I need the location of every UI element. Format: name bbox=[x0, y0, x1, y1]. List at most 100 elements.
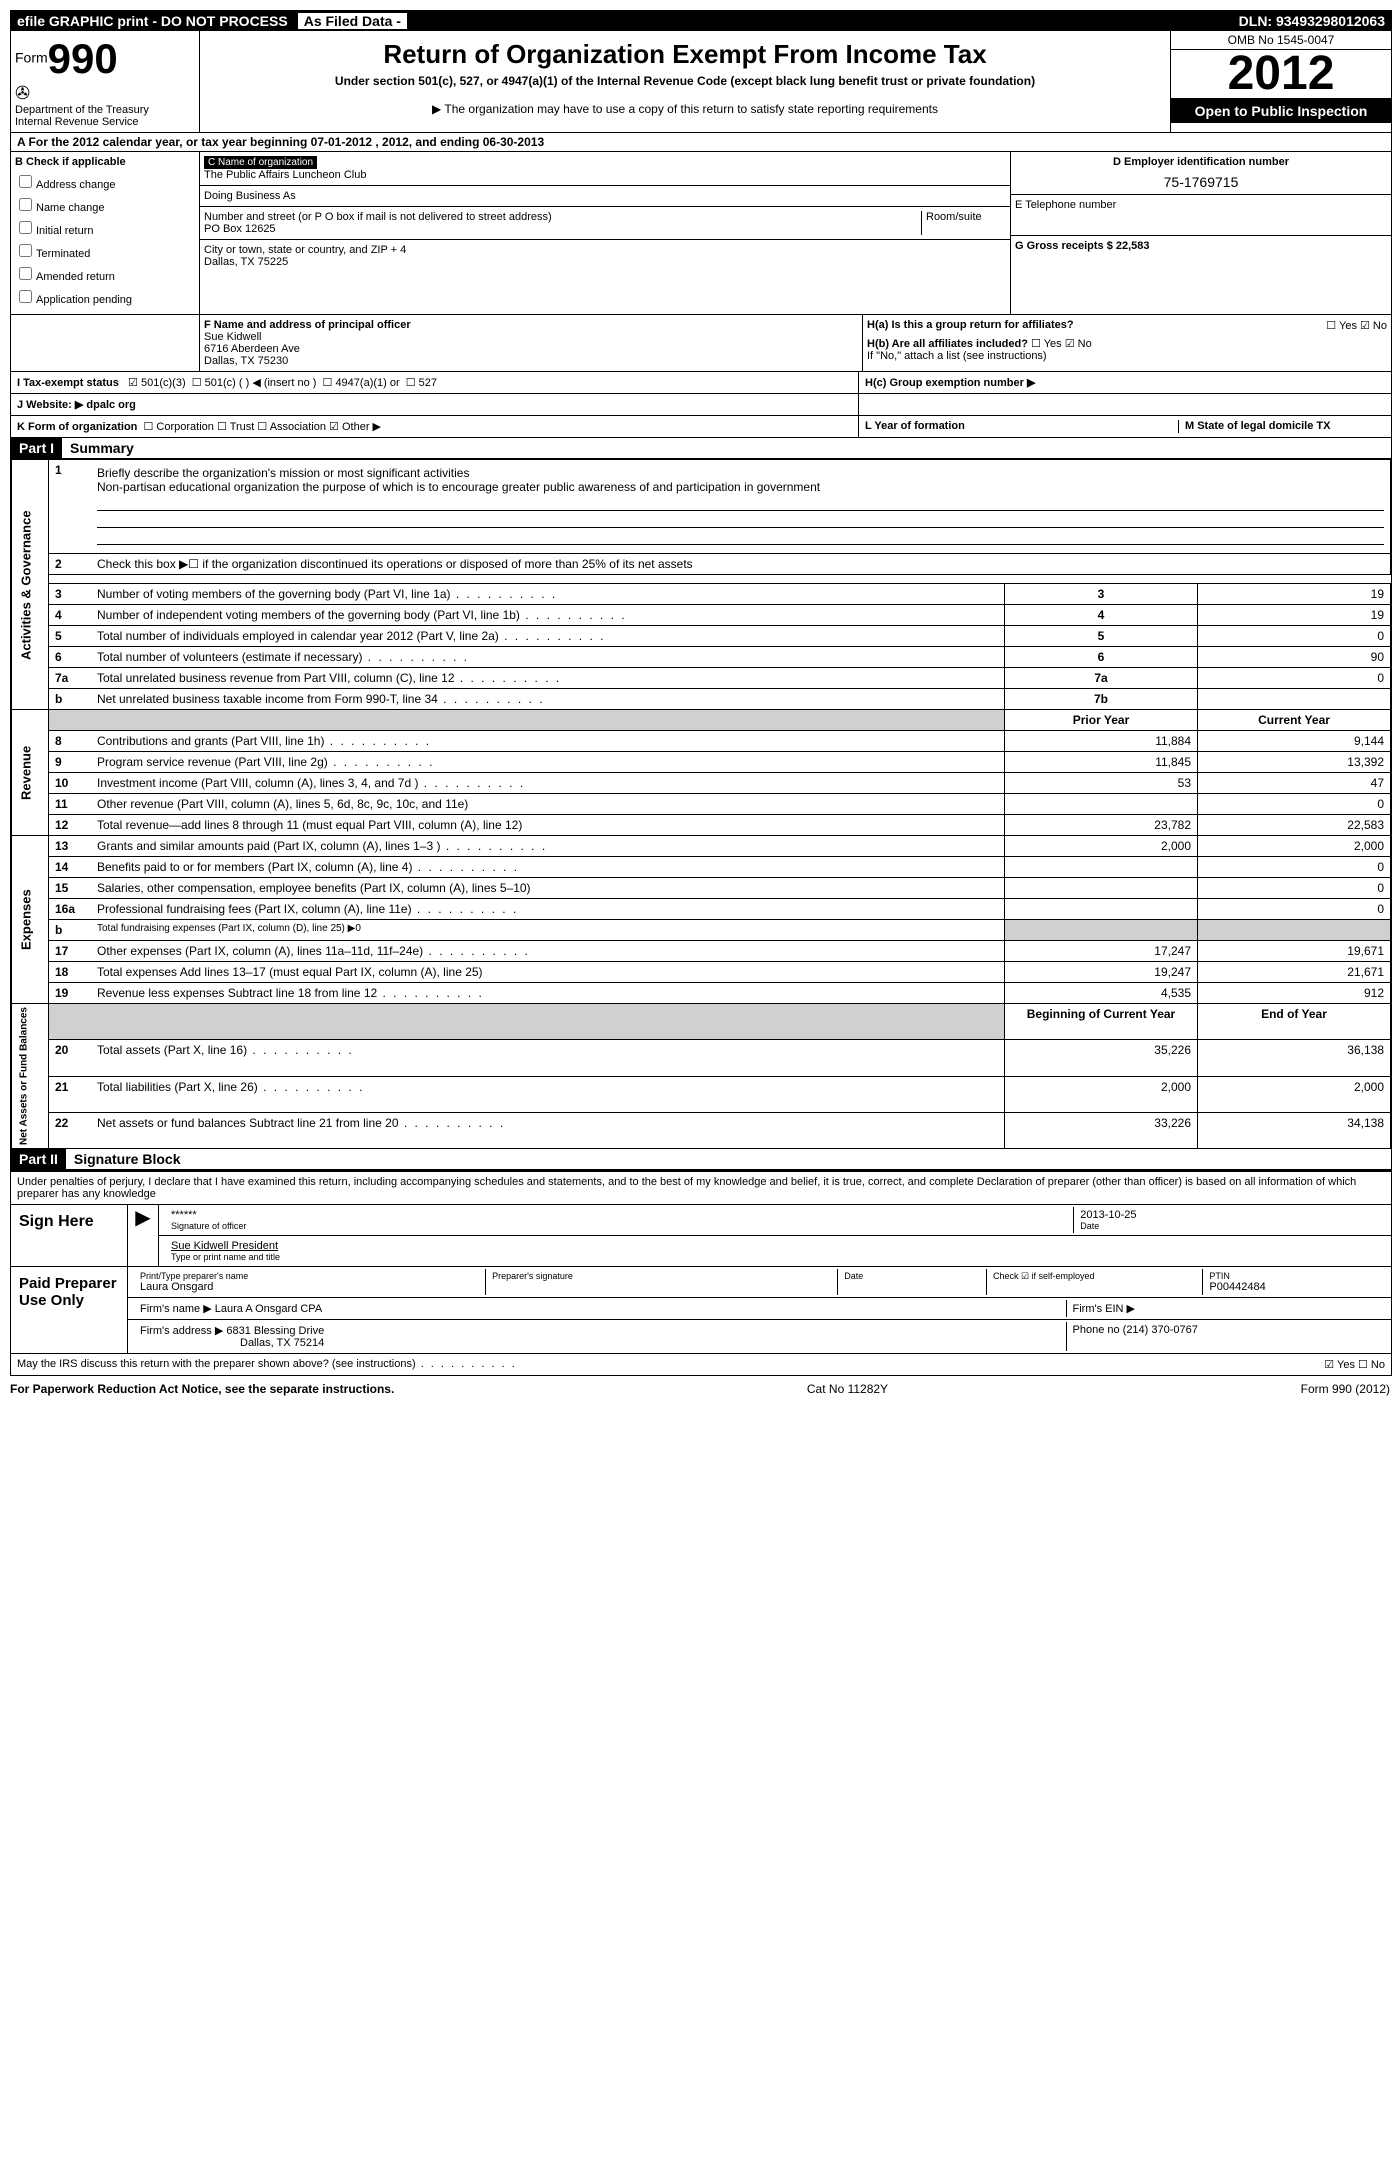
ptin-value: P00442484 bbox=[1209, 1281, 1379, 1293]
officer-label: Type or print name and title bbox=[171, 1252, 1379, 1262]
label: Address change bbox=[36, 179, 116, 191]
declaration-text: Under penalties of perjury, I declare th… bbox=[11, 1172, 1391, 1205]
officer-label: F Name and address of principal officer bbox=[204, 319, 858, 331]
line-num: 1 bbox=[49, 460, 92, 554]
date-label: Date bbox=[1080, 1221, 1379, 1231]
officer-addr1: 6716 Aberdeen Ave bbox=[204, 343, 858, 355]
irs-text: Internal Revenue Service bbox=[15, 116, 195, 128]
label: Application pending bbox=[36, 294, 132, 306]
opt-other: Other ▶ bbox=[342, 421, 381, 433]
check-self-employed: Check ☑ if self-employed bbox=[993, 1271, 1196, 1282]
dept-text: Department of the Treasury bbox=[15, 104, 195, 116]
section-i-label: I Tax-exempt status bbox=[17, 377, 119, 389]
form-title: Return of Organization Exempt From Incom… bbox=[204, 39, 1166, 70]
expense-row: 17Other expenses (Part IX, column (A), l… bbox=[12, 941, 1391, 962]
line2-text: Check this box ▶☐ if the organization di… bbox=[91, 554, 1391, 575]
ein-value: 75-1769715 bbox=[1015, 174, 1387, 190]
info-grid: B Check if applicable Address change Nam… bbox=[11, 152, 1391, 315]
check-address-change[interactable]: Address change bbox=[15, 172, 195, 191]
top-bar: efile GRAPHIC print - DO NOT PROCESS As … bbox=[11, 11, 1391, 31]
summary-row: 7aTotal unrelated business revenue from … bbox=[12, 668, 1391, 689]
form-990-page: efile GRAPHIC print - DO NOT PROCESS As … bbox=[10, 10, 1392, 1376]
check-initial-return[interactable]: Initial return bbox=[15, 218, 195, 237]
footer-center: Cat No 11282Y bbox=[807, 1382, 888, 1396]
opt-assoc: Association bbox=[270, 421, 326, 433]
label: Terminated bbox=[36, 248, 90, 260]
form-note: ▶ The organization may have to use a cop… bbox=[204, 102, 1166, 116]
revenue-row: 8Contributions and grants (Part VIII, li… bbox=[12, 731, 1391, 752]
section-c: C Name of organization The Public Affair… bbox=[200, 152, 1011, 314]
firm-name-label: Firm's name ▶ bbox=[140, 1303, 212, 1315]
open-public-badge: Open to Public Inspection bbox=[1171, 99, 1391, 123]
tax-year: 2012 bbox=[1171, 50, 1391, 99]
check-name-change[interactable]: Name change bbox=[15, 195, 195, 214]
dba-label: Doing Business As bbox=[204, 190, 296, 202]
check-amended[interactable]: Amended return bbox=[15, 264, 195, 283]
form-number: 990 bbox=[48, 35, 118, 82]
header-row: Form990 ✇ Department of the Treasury Int… bbox=[11, 31, 1391, 133]
opt-527: 527 bbox=[419, 377, 437, 389]
street-label: Number and street (or P O box if mail is… bbox=[204, 211, 552, 223]
name-label: C Name of organization bbox=[204, 156, 317, 169]
label: Initial return bbox=[36, 225, 93, 237]
spacer bbox=[11, 315, 200, 371]
net-row: 22Net assets or fund balances Subtract l… bbox=[12, 1112, 1391, 1148]
opt-4947: 4947(a)(1) or bbox=[335, 377, 399, 389]
prep-name: Laura Onsgard bbox=[140, 1281, 479, 1293]
firm-addr2: Dallas, TX 75214 bbox=[240, 1337, 324, 1349]
hc-label: H(c) Group exemption number ▶ bbox=[859, 372, 1391, 393]
sign-here-row: Sign Here ▶ ****** Signature of officer … bbox=[11, 1205, 1391, 1267]
sign-here-label: Sign Here bbox=[11, 1205, 128, 1266]
ptin-label: PTIN bbox=[1209, 1271, 1379, 1281]
form-label: Form bbox=[15, 50, 48, 66]
net-row: 21Total liabilities (Part X, line 26)2,0… bbox=[12, 1076, 1391, 1112]
date-label2: Date bbox=[844, 1271, 980, 1281]
firm-name: Laura A Onsgard CPA bbox=[215, 1303, 322, 1315]
part-1-label: Part I bbox=[11, 438, 62, 458]
revenue-row: 9Program service revenue (Part VIII, lin… bbox=[12, 752, 1391, 773]
revenue-row: 12Total revenue—add lines 8 through 11 (… bbox=[12, 815, 1391, 836]
expense-row: 14Benefits paid to or for members (Part … bbox=[12, 857, 1391, 878]
room-label: Room/suite bbox=[922, 211, 1006, 235]
ha-label: H(a) Is this a group return for affiliat… bbox=[867, 319, 1074, 331]
as-filed-box: As Filed Data - bbox=[298, 13, 407, 29]
hb-label: H(b) Are all affiliates included? bbox=[867, 338, 1028, 350]
efile-text: efile GRAPHIC print - DO NOT PROCESS bbox=[17, 13, 288, 29]
section-b-title: B Check if applicable bbox=[15, 156, 195, 168]
line1-label: Briefly describe the organization's miss… bbox=[97, 466, 469, 480]
firm-addr-label: Firm's address ▶ bbox=[140, 1325, 223, 1337]
street-value: PO Box 12625 bbox=[204, 223, 276, 235]
check-pending[interactable]: Application pending bbox=[15, 287, 195, 306]
footer-right: Form 990 (2012) bbox=[1301, 1382, 1390, 1396]
summary-row: 4Number of independent voting members of… bbox=[12, 605, 1391, 626]
opt-corp: Corporation bbox=[156, 421, 213, 433]
prep-name-label: Print/Type preparer's name bbox=[140, 1271, 479, 1281]
city-value: Dallas, TX 75225 bbox=[204, 256, 288, 268]
eoy-header: End of Year bbox=[1198, 1004, 1391, 1040]
part-2-header: Part II Signature Block bbox=[11, 1149, 1391, 1170]
org-name: The Public Affairs Luncheon Club bbox=[204, 169, 366, 181]
arrow-icon: ▶ bbox=[128, 1205, 159, 1266]
expense-row: 16aProfessional fundraising fees (Part I… bbox=[12, 899, 1391, 920]
expense-row: 18Total expenses Add lines 13–17 (must e… bbox=[12, 962, 1391, 983]
side-governance: Activities & Governance bbox=[12, 460, 49, 710]
info-grid-2: F Name and address of principal officer … bbox=[11, 315, 1391, 372]
summary-row: 3Number of voting members of the governi… bbox=[12, 584, 1391, 605]
paid-label: Paid Preparer Use Only bbox=[11, 1267, 128, 1353]
row-k: K Form of organization ☐ Corporation ☐ T… bbox=[11, 416, 1391, 438]
row-i: I Tax-exempt status ☑ 501(c)(3) ☐ 501(c)… bbox=[11, 372, 1391, 394]
summary-table: Activities & Governance 1 Briefly descri… bbox=[11, 459, 1391, 1149]
dln-text: DLN: 93493298012063 bbox=[1239, 13, 1385, 29]
officer-name: Sue Kidwell bbox=[204, 331, 858, 343]
sig-date: 2013-10-25 bbox=[1080, 1209, 1379, 1221]
firm-ein-label: Firm's EIN ▶ bbox=[1067, 1300, 1386, 1317]
officer-addr2: Dallas, TX 75230 bbox=[204, 355, 858, 367]
opt-501c: 501(c) ( ) ◀ (insert no ) bbox=[205, 377, 317, 389]
section-k-label: K Form of organization bbox=[17, 421, 137, 433]
sig-stars: ****** bbox=[171, 1209, 1067, 1221]
footer-left: For Paperwork Reduction Act Notice, see … bbox=[10, 1382, 394, 1396]
current-year-header: Current Year bbox=[1198, 710, 1391, 731]
boy-header: Beginning of Current Year bbox=[1005, 1004, 1198, 1040]
check-terminated[interactable]: Terminated bbox=[15, 241, 195, 260]
header-left: Form990 ✇ Department of the Treasury Int… bbox=[11, 31, 200, 132]
